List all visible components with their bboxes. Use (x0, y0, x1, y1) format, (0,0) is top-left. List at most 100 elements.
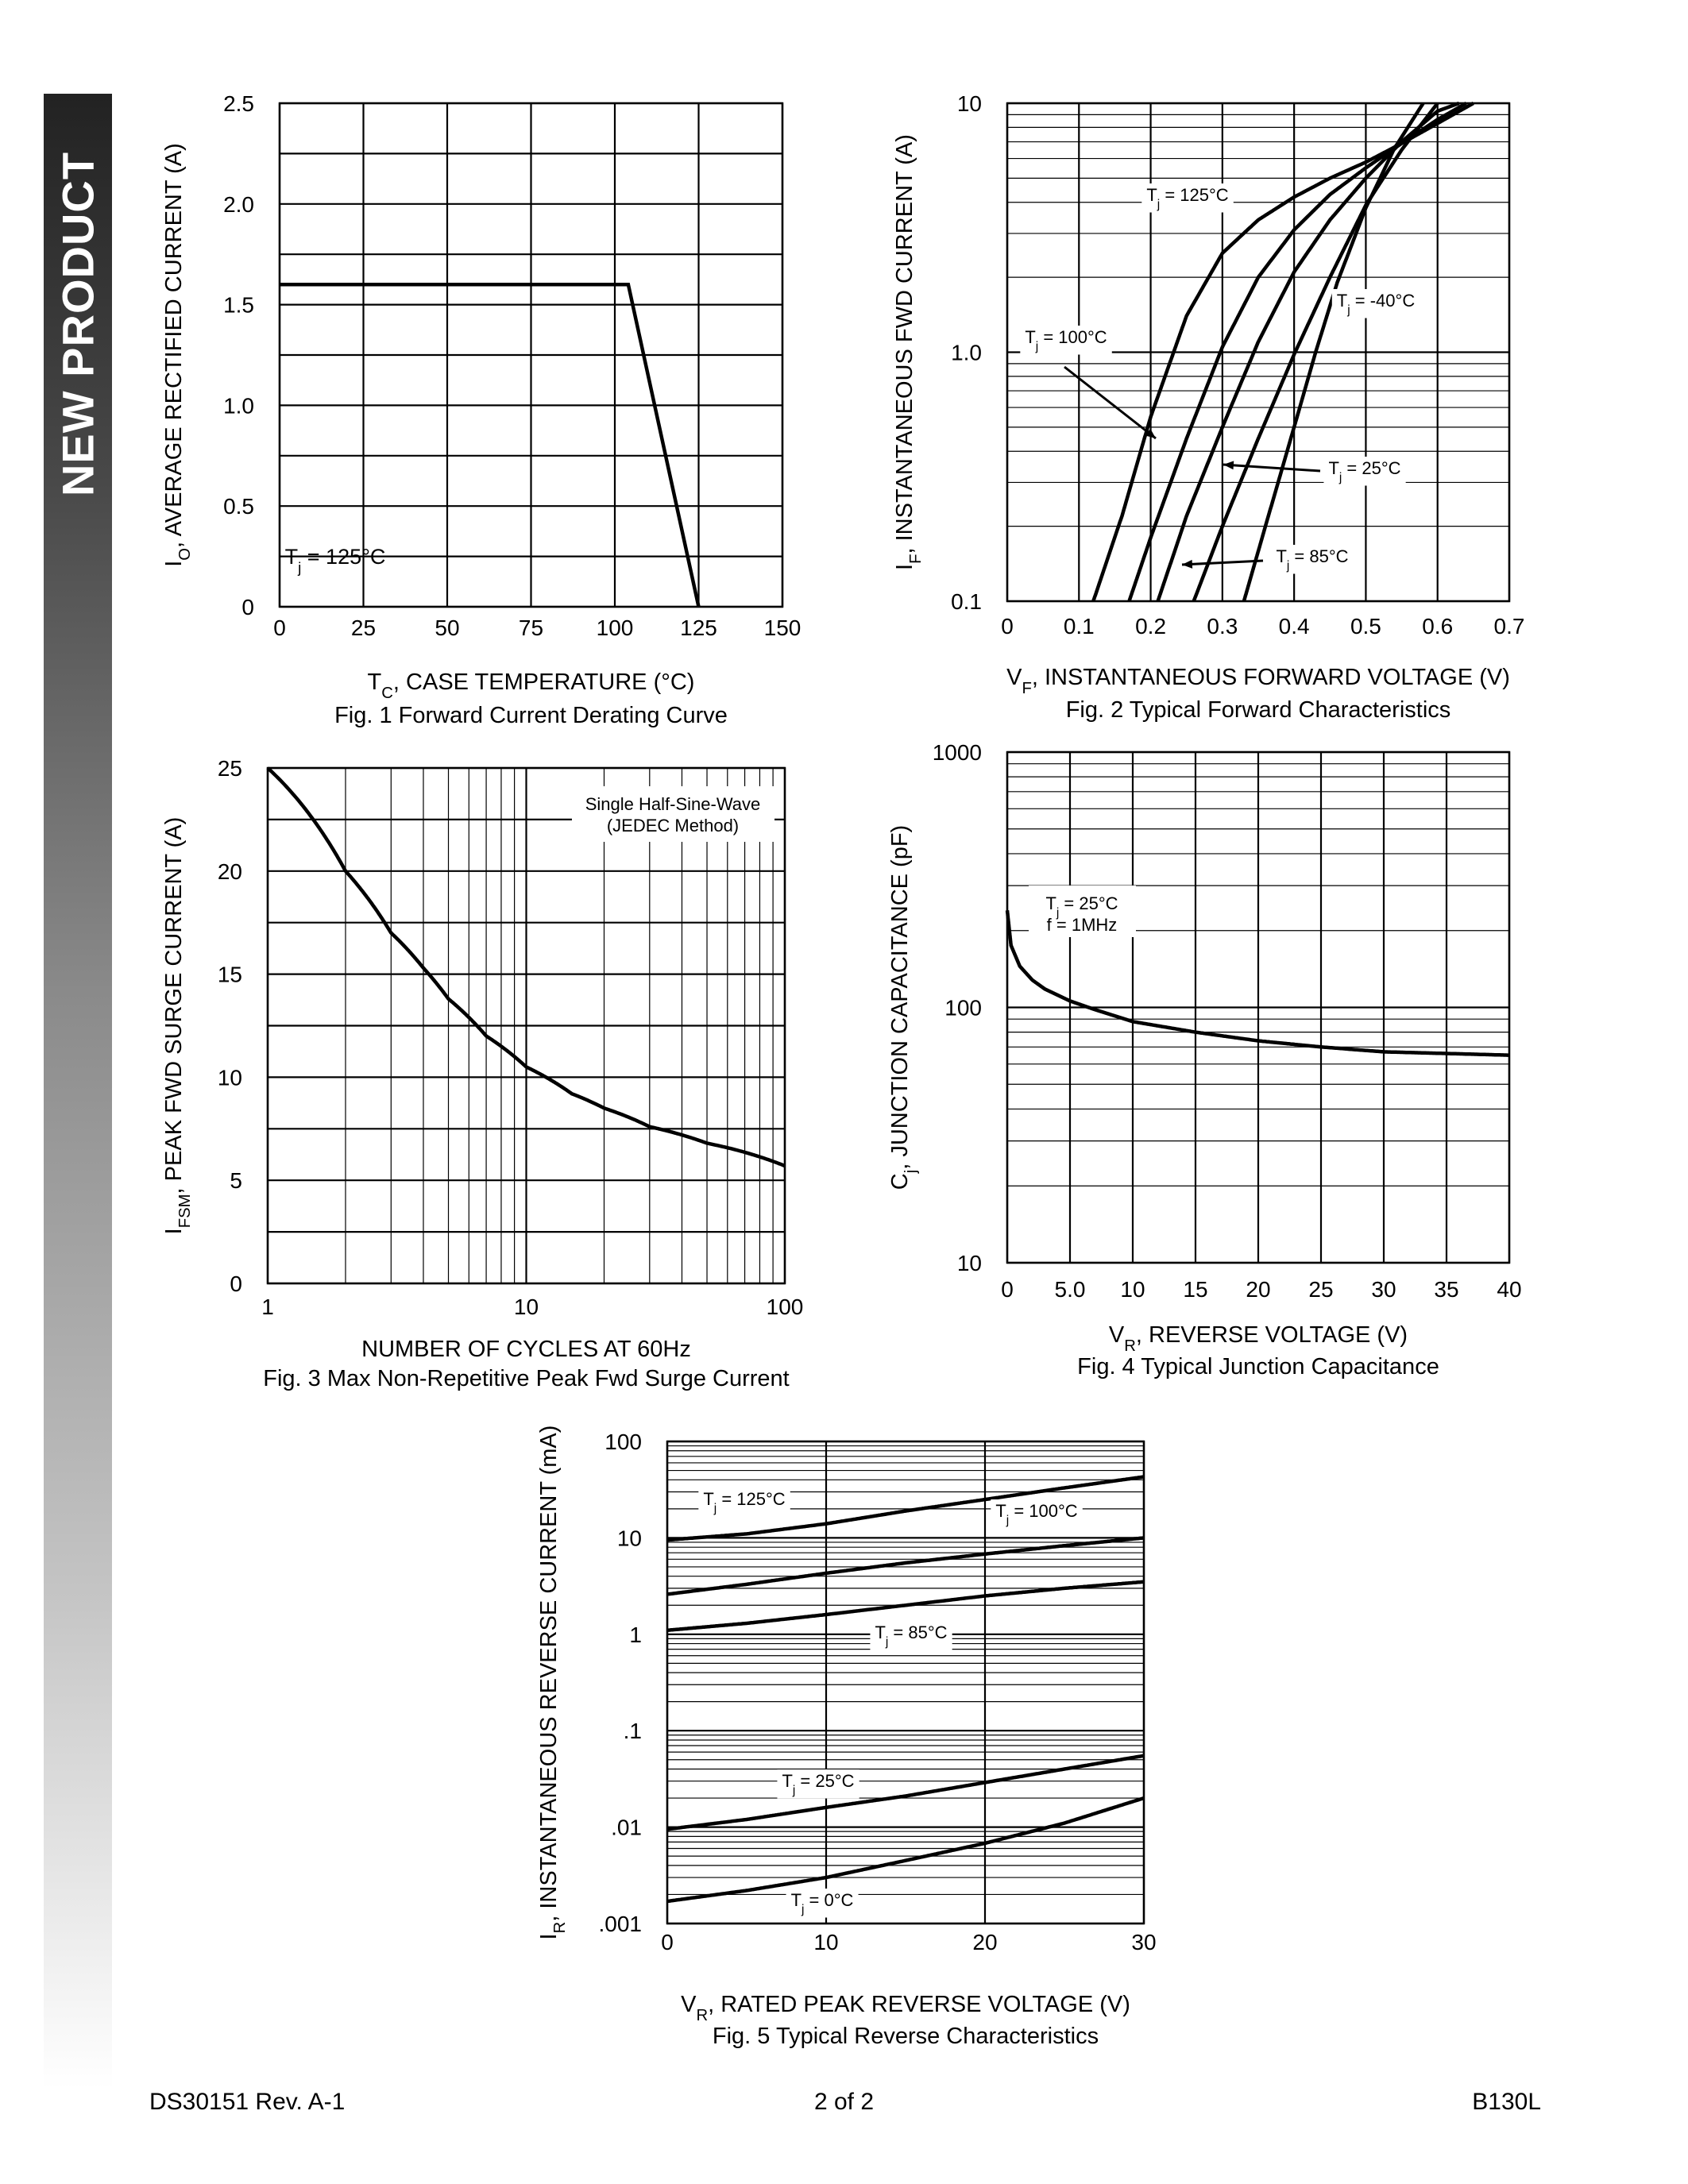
fig4-caption: Fig. 4 Typical Junction Capacitance (1077, 1354, 1439, 1379)
fig2-y-tick-label: 0.1 (951, 589, 982, 614)
fig1-x-tick-label: 50 (435, 615, 459, 640)
fig2-annotation-25c-bg (1323, 457, 1406, 486)
fig5-y-tick-label: 10 (617, 1526, 642, 1550)
fig2-annotation-arrow (1181, 559, 1264, 566)
fig5-y-tick-label: .1 (624, 1719, 642, 1743)
fig5-x-tick-label: 10 (813, 1930, 838, 1954)
fig3-chart: 1 10 100 0 5 10 15 20 25 NUMBER OF CYCLES AT 60Hz… (161, 756, 803, 1391)
fig5-y-tick-label: 1 (629, 1623, 642, 1647)
fig5-caption: Fig. 5 Typical Reverse Characteristics (713, 2024, 1099, 2049)
fig5-chart: 0 10 20 30 .001 .01 .1 1 10 100 VR, RATED PEAK REV… (536, 1426, 1157, 2049)
fig2-x-tick-label: 0.7 (1494, 614, 1525, 639)
fig2-caption: Fig. 2 Typical Forward Characteristics (1066, 697, 1451, 723)
fig3-annotation-line1: Single Half-Sine-Wave (585, 794, 761, 814)
fig3-y-tick-label: 5 (230, 1168, 242, 1193)
fig4-annotation-tj: Tj = 25°C (1045, 893, 1118, 920)
fig2-x-tick-label: 0.2 (1135, 614, 1166, 639)
fig1-x-tick-label: 150 (764, 615, 802, 640)
fig4-x-tick-label: 40 (1497, 1277, 1521, 1302)
fig2-annotation-125c-bg (1141, 183, 1234, 213)
fig3-x-tick-label: 1 (261, 1295, 274, 1319)
fig1-x-tick-label: 0 (273, 615, 286, 640)
fig2-annotation-arrowhead (1182, 559, 1193, 569)
fig1-y-axis-label: IO, AVERAGE RECTIFIED CURRENT (A) (161, 143, 194, 567)
fig5-annotation-0c-text: Tj = 0°C (791, 1890, 854, 1916)
fig2-x-tick-label: 0.5 (1350, 614, 1381, 639)
fig5-annotation-125c-bg (698, 1488, 790, 1517)
fig2-annotation-minus40c-text: Tj = -40°C (1337, 291, 1416, 317)
fig1-chart: 0 25 50 75 100 125 150 0 0.5 1.0 1.5 2.0 2.5 TC, CASE… (161, 91, 801, 728)
fig3-annotation-bg (572, 786, 774, 842)
fig5-annotation-25c: Tj = 25°C (777, 1769, 859, 1799)
fig2-plot-frame (1006, 102, 1511, 603)
fig1-x-tick-label: 25 (351, 615, 376, 640)
fig4-x-tick-label: 25 (1308, 1277, 1333, 1302)
fig3-y-tick-label: 0 (230, 1271, 242, 1296)
fig3-y-axis-label: IFSM, PEAK FWD SURGE CURRENT (A) (161, 817, 194, 1235)
fig3-annotation-line2: (JEDEC Method) (607, 816, 739, 835)
fig3-annotation-method: Single Half-Sine-Wave (JEDEC Method) (572, 786, 774, 842)
fig5-x-tick-label: 20 (972, 1930, 997, 1954)
fig4-y-axis-label: Cj, JUNCTION CAPACITANCE (pF) (887, 825, 920, 1190)
fig4-chart: 0 5.0 10 15 20 25 30 35 40 10 100 1000 VR, REVERSE V… (887, 740, 1522, 1379)
fig5-annotation-85c-text: Tj = 85°C (875, 1623, 947, 1649)
fig1-plot-frame (278, 102, 784, 608)
fig1-series-0-line (280, 282, 701, 608)
fig1-x-axis-label: TC, CASE TEMPERATURE (°C) (368, 669, 695, 702)
fig1-x-tick-label: 125 (680, 615, 717, 640)
fig3-caption: Fig. 3 Max Non-Repetitive Peak Fwd Surge… (263, 1366, 789, 1391)
fig4-grid (1006, 751, 1511, 1264)
side-banner: NEW PRODUCT (44, 94, 112, 2089)
footer-page-number: 2 of 2 (813, 2089, 875, 2115)
fig5-series-2-line (666, 1580, 1145, 1633)
fig5-y-tick-label: .01 (611, 1815, 642, 1840)
fig4-x-tick-label: 5.0 (1055, 1277, 1086, 1302)
fig5-annotation-125c: Tj = 125°C (698, 1488, 790, 1517)
fig2-x-tick-label: 0.1 (1064, 614, 1095, 639)
fig4-plot-frame (1006, 751, 1511, 1264)
fig4-x-tick-label: 0 (1001, 1277, 1014, 1302)
fig2-annotation-25c: Tj = 25°C (1323, 457, 1406, 486)
fig5-series-1-line (666, 1536, 1145, 1596)
fig2-annotation-minus40c-bg (1331, 289, 1420, 318)
fig3-x-axis-label: NUMBER OF CYCLES AT 60Hz (361, 1337, 691, 1362)
fig5-annotation-85c-bg (870, 1621, 952, 1650)
fig1-y-tick-label: 2.0 (223, 192, 254, 217)
fig5-annotation-0c-bg (786, 1889, 859, 1918)
fig1-y-tick-label: 0.5 (223, 494, 254, 519)
fig4-x-tick-label: 30 (1371, 1277, 1396, 1302)
fig3-plot-frame (266, 766, 786, 1285)
fig4-x-axis-label: VR, REVERSE VOLTAGE (V) (1109, 1322, 1408, 1355)
fig2-x-tick-label: 0 (1001, 614, 1014, 639)
fig3-y-tick-label: 20 (218, 859, 242, 884)
fig4-x-tick-label: 15 (1183, 1277, 1207, 1302)
fig1-y-tick-label: 1.0 (223, 393, 254, 418)
fig1-grid (278, 102, 784, 608)
fig5-annotation-85c: Tj = 85°C (870, 1621, 952, 1650)
fig1-x-tick-label: 100 (597, 615, 634, 640)
fig5-y-tick-label: 100 (605, 1430, 642, 1454)
fig4-x-tick-label: 10 (1120, 1277, 1145, 1302)
fig2-y-tick-label: 10 (957, 91, 982, 116)
fig4-x-tick-label: 35 (1434, 1277, 1458, 1302)
fig1-y-tick-label: 0 (241, 595, 254, 619)
fig4-x-tick-label: 20 (1246, 1277, 1270, 1302)
fig4-annotation-conditions: Tj = 25°Cf = 1MHz (1029, 886, 1136, 937)
fig2-annotation-arrow (1223, 463, 1321, 473)
fig3-x-tick-label: 100 (767, 1295, 804, 1319)
fig2-annotation-arrow (1064, 365, 1157, 440)
fig5-plot-frame (666, 1440, 1145, 1925)
fig1-y-tick-label: 1.5 (223, 293, 254, 318)
fig5-y-axis-label: IR, INSTANTANEOUS REVERSE CURRENT (mA) (536, 1426, 569, 1940)
fig5-series-3-line (666, 1754, 1145, 1831)
fig4-annotation-bg (1029, 886, 1136, 937)
fig1-caption: Fig. 1 Forward Current Derating Curve (334, 703, 728, 728)
fig5-x-tick-label: 0 (661, 1930, 674, 1954)
fig5-x-axis-label: VR, RATED PEAK REVERSE VOLTAGE (V) (681, 1992, 1130, 2024)
fig2-y-tick-label: 1.0 (951, 341, 982, 365)
fig3-y-tick-label: 15 (218, 963, 242, 987)
fig5-x-tick-label: 30 (1131, 1930, 1156, 1954)
fig1-y-tick-label: 2.5 (223, 91, 254, 116)
fig3-series-0-line (266, 766, 786, 1168)
fig2-annotation-arrowhead (1223, 461, 1234, 470)
